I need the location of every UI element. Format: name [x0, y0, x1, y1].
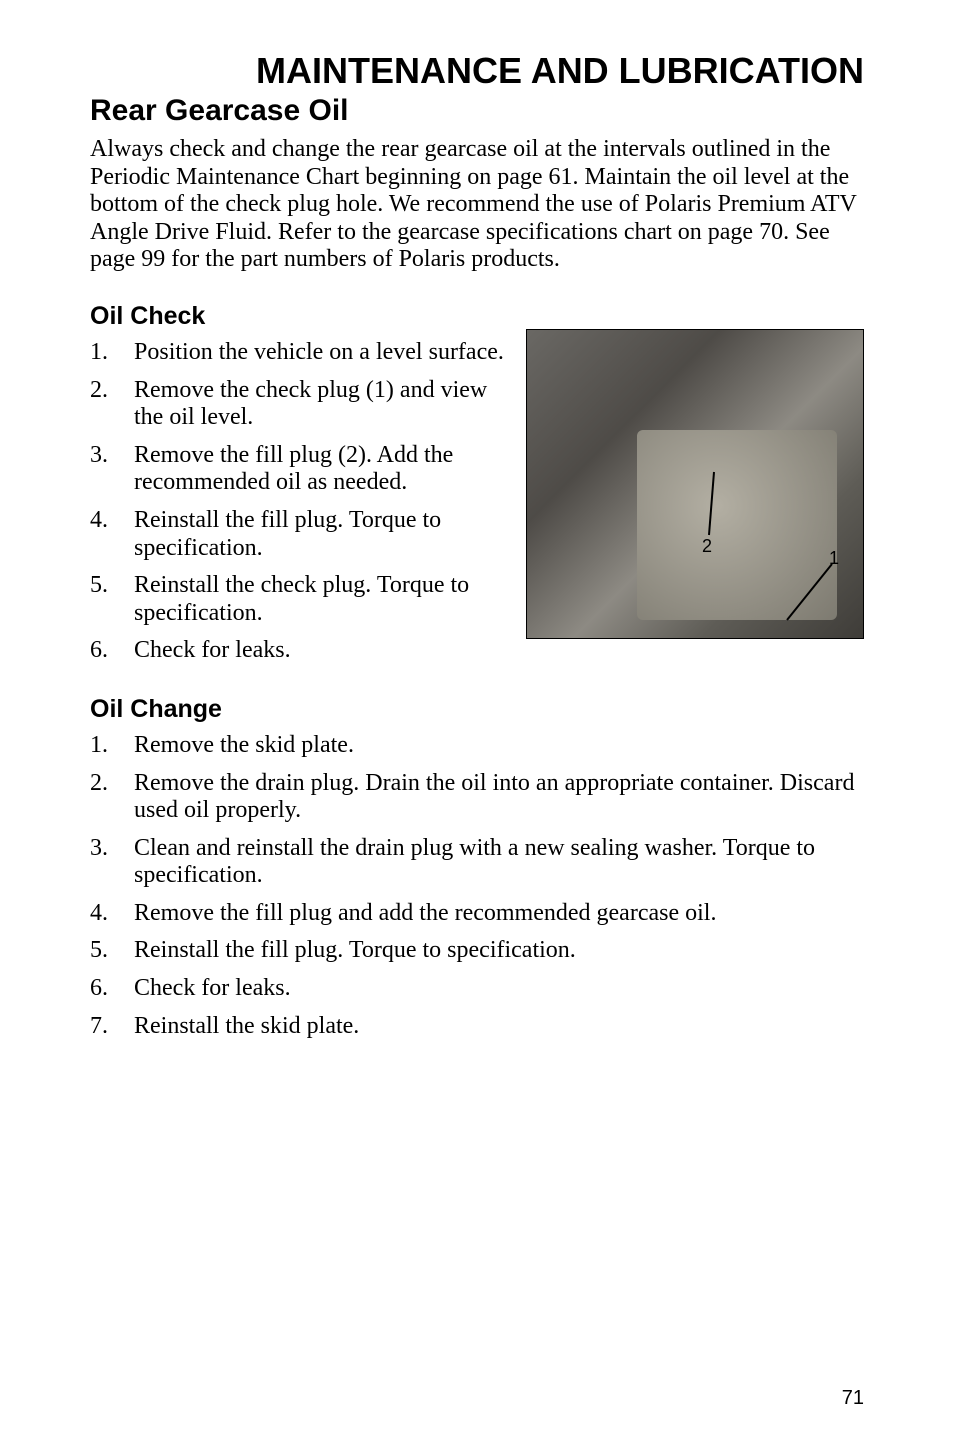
oil-check-heading: Oil Check	[90, 302, 864, 331]
list-item: Reinstall the fill plug. Torque to speci…	[90, 507, 508, 562]
list-item: Reinstall the check plug. Torque to spec…	[90, 572, 508, 627]
section-title: Rear Gearcase Oil	[90, 94, 864, 128]
gearcase-shape	[637, 430, 837, 620]
oil-change-list: Remove the skid plate. Remove the drain …	[90, 732, 864, 1040]
list-item: Remove the fill plug (2). Add the recomm…	[90, 442, 508, 497]
callout-label-check-plug: 1	[829, 548, 839, 569]
list-item: Clean and reinstall the drain plug with …	[90, 835, 864, 890]
gearcase-figure: 2 1	[526, 329, 864, 639]
list-item: Remove the fill plug and add the recomme…	[90, 900, 864, 928]
callout-label-fill-plug: 2	[702, 536, 712, 557]
list-item: Remove the check plug (1) and view the o…	[90, 377, 508, 432]
list-item: Remove the skid plate.	[90, 732, 864, 760]
chapter-title: MAINTENANCE AND LUBRICATION	[90, 50, 864, 92]
list-item: Reinstall the fill plug. Torque to speci…	[90, 937, 864, 965]
list-item: Check for leaks.	[90, 975, 864, 1003]
oil-check-steps-col: Position the vehicle on a level surface.…	[90, 339, 508, 675]
intro-paragraph: Always check and change the rear gearcas…	[90, 136, 864, 274]
list-item: Position the vehicle on a level surface.	[90, 339, 508, 367]
page-number: 71	[842, 1387, 864, 1410]
list-item: Reinstall the skid plate.	[90, 1013, 864, 1041]
list-item: Remove the drain plug. Drain the oil int…	[90, 770, 864, 825]
list-item: Check for leaks.	[90, 637, 508, 665]
oil-change-heading: Oil Change	[90, 695, 864, 724]
oil-check-row: Position the vehicle on a level surface.…	[90, 339, 864, 675]
oil-check-list: Position the vehicle on a level surface.…	[90, 339, 508, 665]
figure-col: 2 1	[526, 329, 864, 675]
